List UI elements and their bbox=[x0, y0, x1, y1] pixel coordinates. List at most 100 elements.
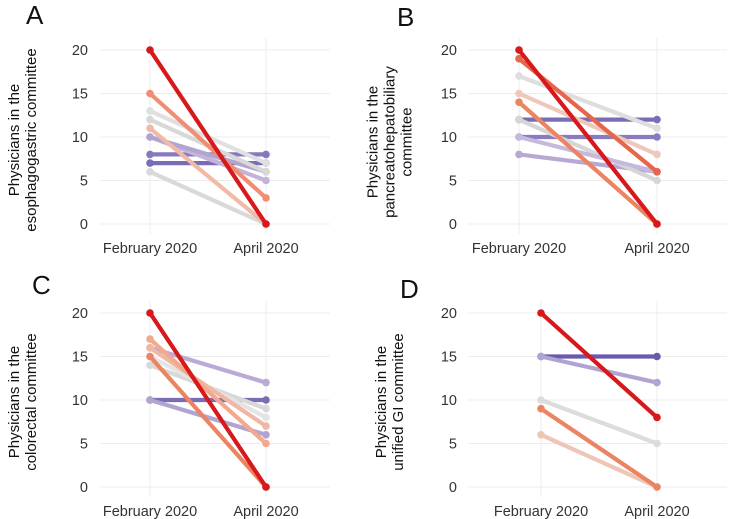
y-tick-label: 20 bbox=[72, 43, 88, 59]
y-tick-label: 10 bbox=[72, 393, 88, 409]
data-point bbox=[653, 168, 661, 176]
data-point bbox=[653, 352, 661, 361]
data-point bbox=[146, 150, 154, 159]
data-point bbox=[515, 72, 523, 80]
data-point bbox=[146, 159, 154, 167]
series-line bbox=[147, 345, 269, 385]
data-point bbox=[262, 431, 270, 439]
y-tick-label: 15 bbox=[441, 350, 457, 366]
data-point bbox=[537, 396, 545, 404]
data-point bbox=[262, 150, 270, 159]
y-tick-label: 0 bbox=[449, 480, 457, 496]
data-point bbox=[262, 483, 270, 491]
series-line bbox=[147, 47, 269, 227]
series-line bbox=[147, 345, 269, 429]
data-point bbox=[146, 361, 154, 370]
data-point bbox=[653, 378, 661, 387]
y-axis-label: Physicians in the bbox=[6, 346, 23, 459]
data-point bbox=[262, 176, 270, 185]
data-point bbox=[262, 413, 270, 422]
y-axis-label: esophagogastric committee bbox=[23, 48, 40, 231]
data-point bbox=[262, 378, 270, 387]
panel-letter: C bbox=[32, 270, 51, 300]
data-point bbox=[653, 150, 661, 159]
data-point bbox=[146, 133, 154, 141]
y-tick-label: 20 bbox=[72, 306, 88, 322]
data-point bbox=[146, 335, 154, 343]
x-tick-label: February 2020 bbox=[103, 504, 197, 519]
y-tick-label: 10 bbox=[72, 130, 88, 146]
y-tick-label: 20 bbox=[441, 306, 457, 322]
series-line bbox=[538, 310, 660, 420]
data-point bbox=[262, 220, 270, 228]
y-tick-label: 0 bbox=[80, 217, 88, 233]
data-point bbox=[515, 46, 523, 54]
y-tick-label: 20 bbox=[441, 43, 457, 59]
data-point bbox=[515, 98, 523, 106]
y-tick-label: 5 bbox=[80, 437, 88, 453]
y-tick-label: 5 bbox=[80, 174, 88, 190]
data-point bbox=[515, 150, 523, 159]
x-tick-label: April 2020 bbox=[624, 241, 689, 257]
y-tick-label: 15 bbox=[441, 87, 457, 103]
data-point bbox=[515, 115, 523, 124]
data-point bbox=[653, 439, 661, 448]
y-tick-label: 10 bbox=[441, 393, 457, 409]
data-point bbox=[653, 483, 661, 491]
data-point bbox=[653, 413, 661, 422]
y-tick-label: 5 bbox=[449, 437, 457, 453]
x-tick-label: February 2020 bbox=[472, 241, 566, 257]
data-point bbox=[262, 422, 270, 430]
data-point bbox=[515, 89, 523, 98]
y-axis-label: Physicians in the bbox=[373, 346, 390, 459]
data-point bbox=[146, 352, 154, 361]
y-axis-label: unified GI committee bbox=[390, 333, 407, 471]
y-axis-label: Physicians in the bbox=[364, 86, 381, 199]
series-line bbox=[516, 47, 660, 227]
y-axis-label: committee bbox=[398, 107, 415, 176]
series-line bbox=[147, 91, 269, 200]
y-tick-label: 5 bbox=[449, 174, 457, 190]
series-line bbox=[147, 397, 269, 437]
series-line bbox=[516, 91, 660, 157]
data-point bbox=[653, 115, 661, 124]
data-point bbox=[146, 344, 154, 352]
data-point bbox=[146, 46, 154, 54]
data-point bbox=[146, 124, 154, 133]
y-tick-label: 15 bbox=[72, 350, 88, 366]
x-tick-label: February 2020 bbox=[494, 504, 588, 519]
y-tick-label: 0 bbox=[449, 217, 457, 233]
data-point bbox=[653, 176, 661, 185]
y-tick-label: 15 bbox=[72, 87, 88, 103]
data-point bbox=[262, 396, 270, 404]
y-tick-label: 10 bbox=[441, 130, 457, 146]
data-point bbox=[146, 309, 154, 317]
data-point bbox=[537, 404, 545, 413]
data-point bbox=[146, 115, 154, 124]
data-point bbox=[537, 431, 545, 439]
data-point bbox=[262, 168, 270, 176]
data-point bbox=[653, 220, 661, 228]
series-line bbox=[516, 73, 660, 131]
data-point bbox=[262, 194, 270, 202]
series-line bbox=[147, 337, 269, 446]
data-point bbox=[146, 168, 154, 176]
series-line bbox=[538, 406, 660, 490]
series-line bbox=[516, 117, 660, 183]
x-tick-label: April 2020 bbox=[233, 504, 298, 519]
series-line bbox=[538, 432, 660, 490]
series-line bbox=[147, 310, 269, 490]
data-point bbox=[262, 404, 270, 413]
data-point bbox=[537, 309, 545, 317]
y-axis-label: pancreatohepatobiliary bbox=[381, 66, 398, 218]
data-point bbox=[262, 439, 270, 448]
data-point bbox=[653, 124, 661, 133]
panel-letter: B bbox=[397, 2, 414, 32]
series-line bbox=[147, 126, 269, 227]
y-tick-label: 0 bbox=[80, 480, 88, 496]
x-tick-label: April 2020 bbox=[624, 504, 689, 519]
x-tick-label: February 2020 bbox=[103, 241, 197, 257]
panel-letter: A bbox=[26, 0, 44, 30]
data-point bbox=[146, 107, 154, 115]
